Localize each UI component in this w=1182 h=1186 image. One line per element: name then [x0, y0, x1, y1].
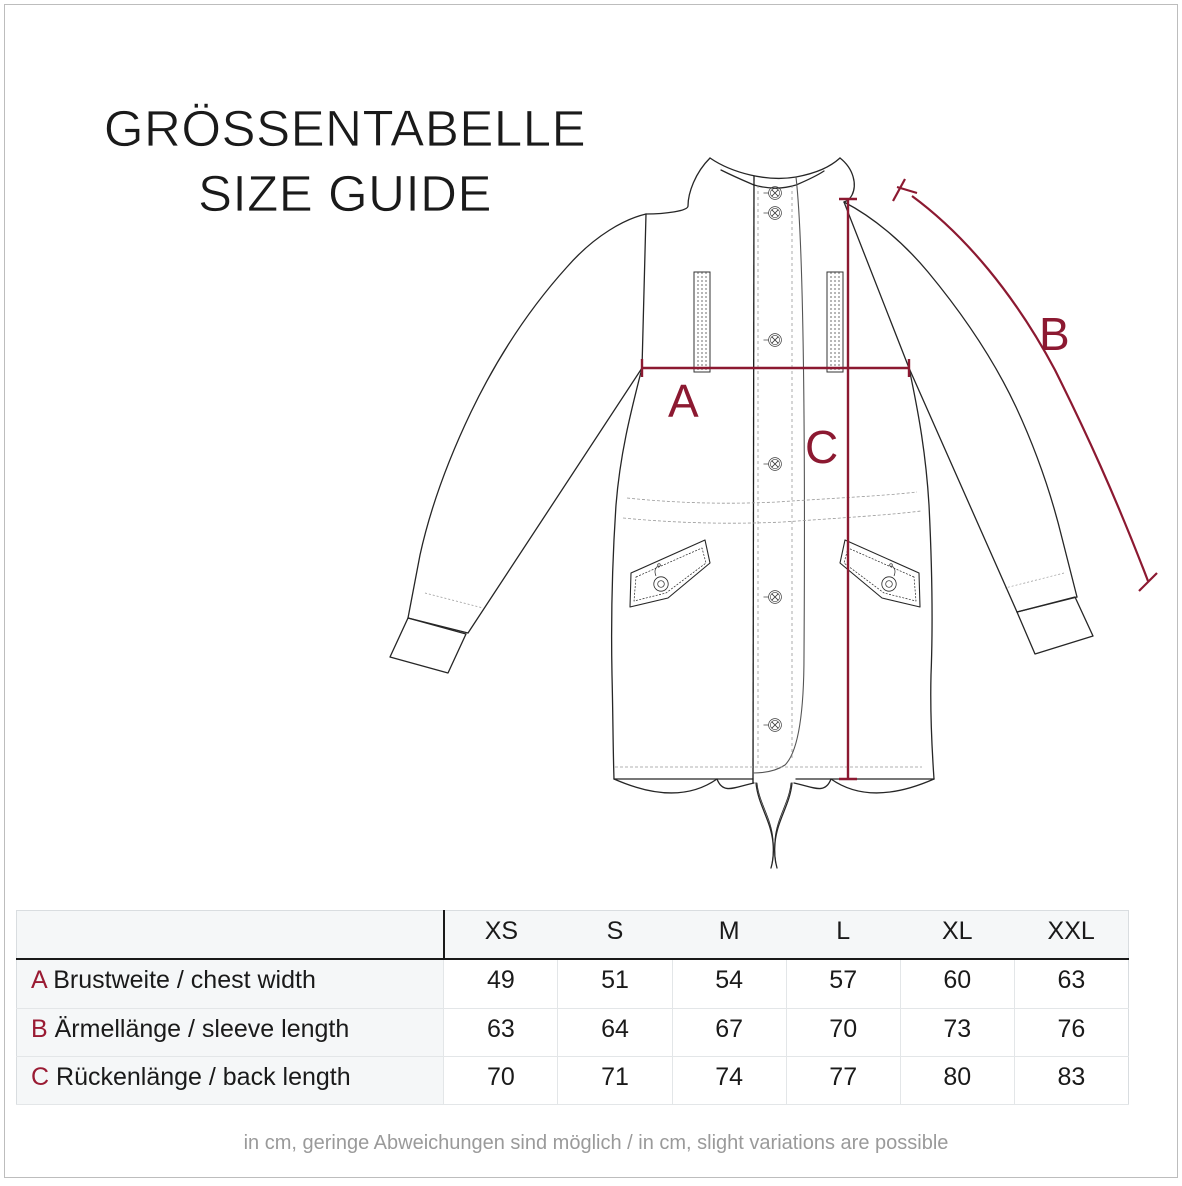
svg-text:C: C: [805, 421, 838, 473]
svg-text:B: B: [1039, 308, 1070, 360]
svg-text:A: A: [668, 375, 699, 427]
